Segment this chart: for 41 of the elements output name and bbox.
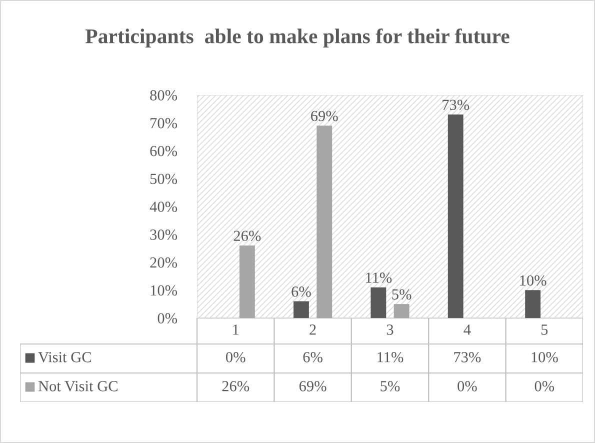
data-label: 5% <box>380 381 400 392</box>
y-tick-label: 20% <box>150 257 178 268</box>
text: 10% <box>520 275 546 286</box>
x-tick-label: 4 <box>464 324 471 335</box>
y-tick-label: 70% <box>150 118 178 128</box>
data-label: 0% <box>458 381 477 392</box>
x-tick-label: 5 <box>541 324 548 335</box>
legend-label: Not Visit GC <box>38 381 118 392</box>
bar <box>448 114 464 318</box>
text: 5% <box>392 289 412 300</box>
bar <box>394 304 410 318</box>
data-label: 69% <box>299 381 326 392</box>
x-tick-label: 2 <box>310 324 316 335</box>
data-label: 11% <box>378 352 404 362</box>
y-tick-label: 30% <box>150 230 178 240</box>
x-tick-label: 1 <box>233 324 239 335</box>
text: 73% <box>442 100 470 110</box>
data-label: 10% <box>532 352 558 362</box>
data-label: 6% <box>303 352 322 362</box>
legend-label: Visit GC <box>38 352 91 362</box>
text: 69% <box>311 110 338 122</box>
bar <box>316 126 332 318</box>
y-tick-label: 10% <box>150 285 178 296</box>
data-label: 0% <box>226 352 246 362</box>
y-tick-label: 60% <box>150 146 178 156</box>
y-tick-label: 0% <box>158 313 178 324</box>
y-tick-label: 80% <box>150 90 178 100</box>
text: 26% <box>234 230 261 242</box>
data-label: 0% <box>534 381 554 392</box>
x-tick-label: 3 <box>386 324 394 335</box>
y-tick-label: 40% <box>150 202 178 212</box>
bar <box>370 287 386 318</box>
text: 6% <box>292 286 311 297</box>
chart-title: Participants able to make plans for their future <box>85 28 510 48</box>
text: 11% <box>366 272 392 283</box>
bar <box>294 301 309 318</box>
y-tick-label: 50% <box>150 174 178 184</box>
data-label: 26% <box>222 381 250 392</box>
bar <box>239 246 255 318</box>
bar <box>525 290 541 318</box>
data-label: 73% <box>454 352 481 362</box>
